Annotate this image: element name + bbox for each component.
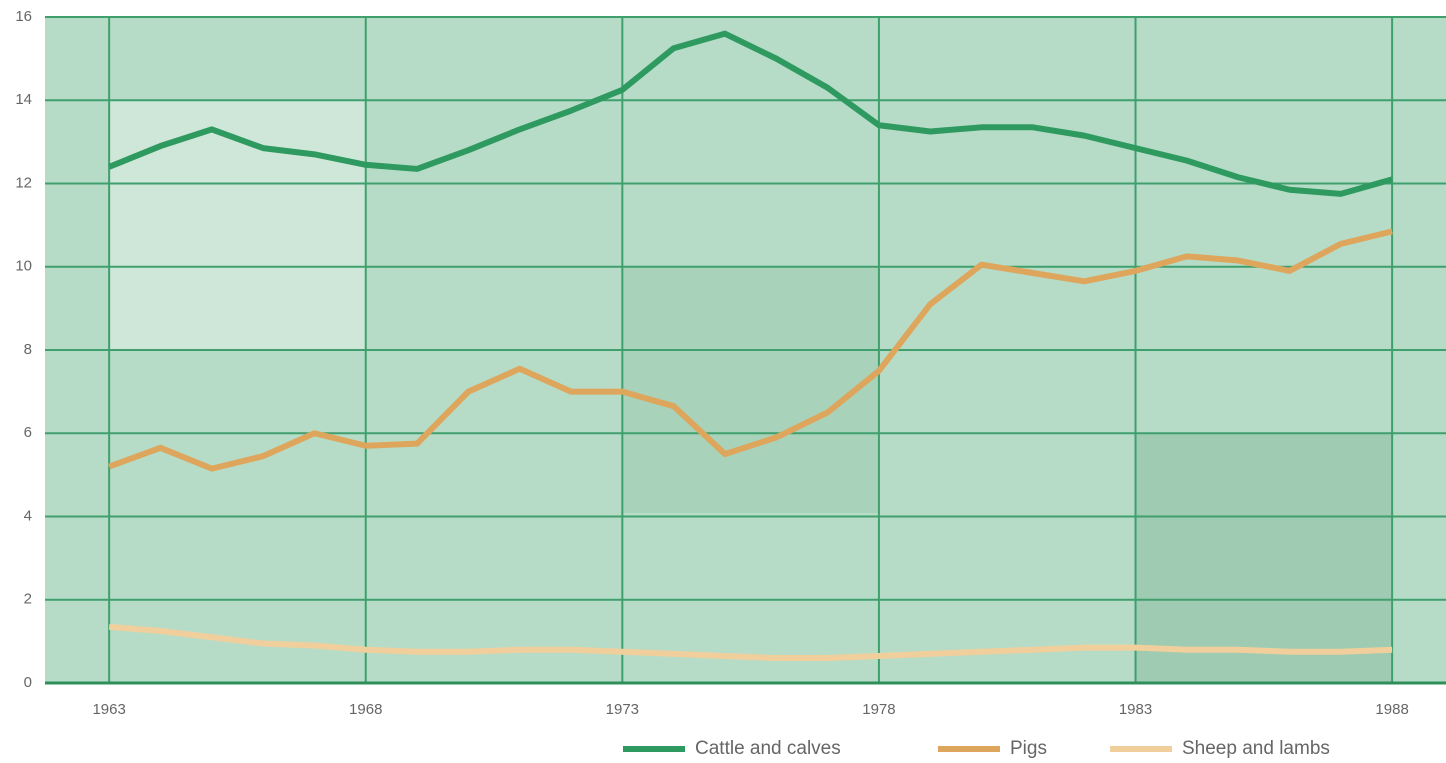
y-tick-label: 14 — [15, 91, 32, 108]
legend-label: Pigs — [1010, 738, 1047, 759]
y-tick-label: 2 — [24, 591, 32, 608]
x-tick-label: 1963 — [92, 701, 125, 718]
legend-label: Sheep and lambs — [1182, 738, 1330, 759]
x-tick-label: 1978 — [862, 701, 895, 718]
series-line — [108, 623, 1393, 662]
y-tick-label: 8 — [24, 341, 32, 358]
series-line — [108, 228, 1393, 472]
photo-pig — [623, 267, 879, 513]
x-tick-label: 1983 — [1119, 701, 1152, 718]
y-tick-label: 4 — [24, 507, 32, 524]
series-line — [108, 30, 1393, 197]
photo-sheep — [1136, 433, 1392, 683]
legend-label: Cattle and calves — [695, 738, 841, 759]
y-tick-label: 0 — [24, 674, 32, 691]
y-tick-label: 12 — [15, 174, 32, 191]
y-tick-label: 6 — [24, 424, 32, 441]
y-tick-label: 10 — [15, 258, 32, 275]
x-tick-label: 1968 — [349, 701, 382, 718]
x-tick-label: 1988 — [1375, 701, 1408, 718]
y-tick-label: 16 — [15, 8, 32, 25]
x-tick-label: 1973 — [606, 701, 639, 718]
